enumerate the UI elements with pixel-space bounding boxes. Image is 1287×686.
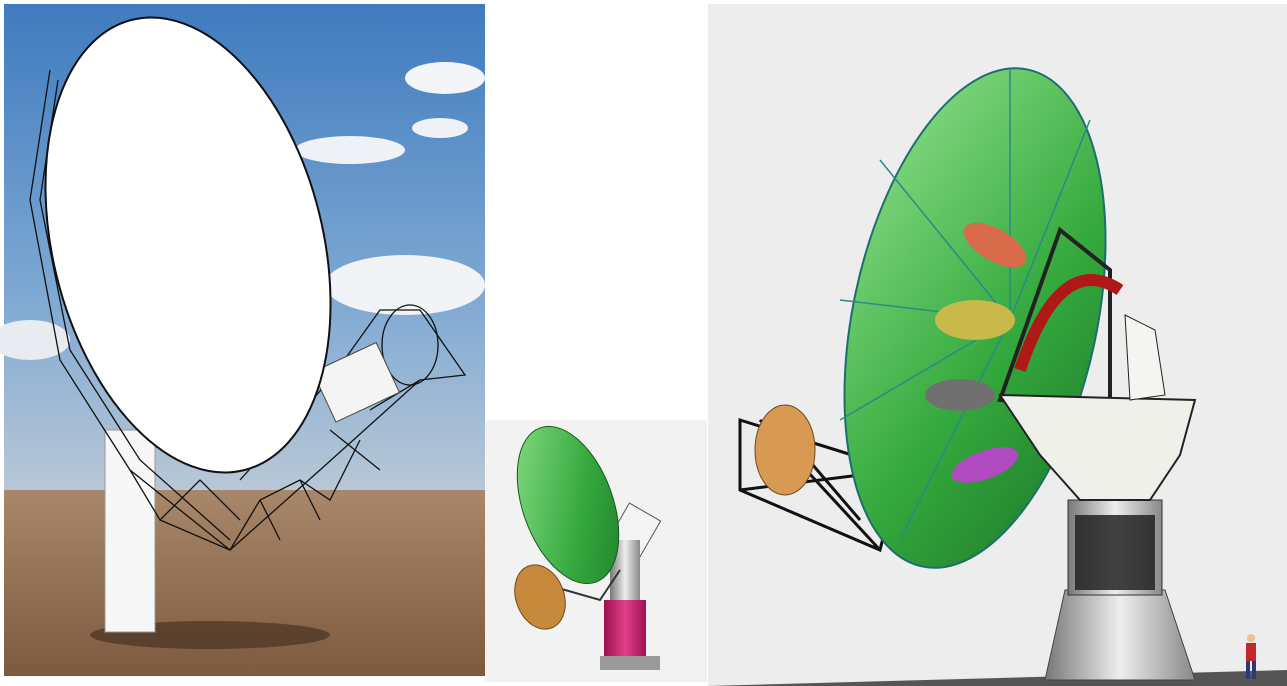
telescope-renderings — [0, 0, 1287, 686]
petal — [935, 300, 1015, 340]
cloud — [295, 136, 405, 164]
shape — [1252, 661, 1256, 679]
cloud — [412, 118, 468, 138]
middle-panel — [485, 413, 707, 682]
sub-reflector — [755, 405, 815, 495]
petal — [925, 379, 995, 411]
shape — [1247, 634, 1255, 642]
left-panel — [0, 0, 485, 676]
footing — [600, 656, 660, 670]
page: (() => { const data = JSON.parse(documen… — [0, 0, 1287, 686]
pedestal — [105, 430, 155, 632]
pedestal-band — [1075, 515, 1155, 590]
pedestal-base — [604, 600, 646, 658]
cloud — [405, 62, 485, 94]
shape — [1246, 643, 1256, 661]
right-panel — [708, 4, 1287, 686]
shape — [1246, 661, 1250, 679]
